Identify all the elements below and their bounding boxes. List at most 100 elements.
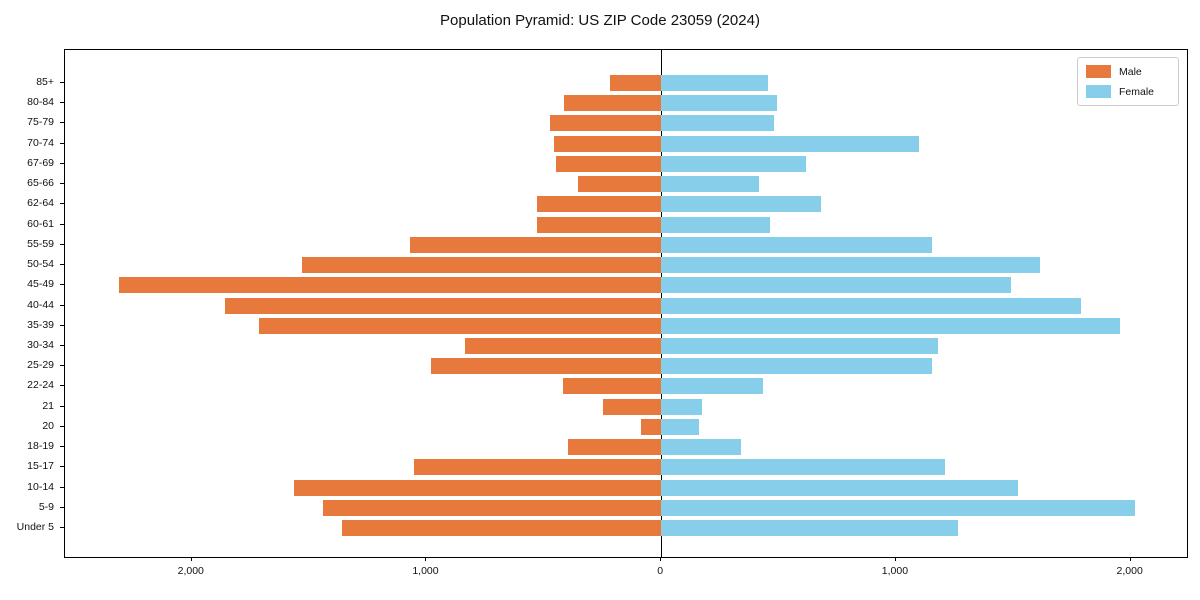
male-bar bbox=[224, 297, 662, 314]
male-bar bbox=[562, 378, 662, 395]
male-bar bbox=[323, 499, 662, 516]
male-bar bbox=[602, 398, 662, 415]
y-tick-label: 22-24 bbox=[27, 379, 54, 392]
female-bar bbox=[661, 418, 699, 435]
female-bar bbox=[661, 176, 759, 193]
male-bar bbox=[341, 520, 662, 536]
legend-male-label: Male bbox=[1118, 65, 1142, 78]
legend-item-female: Female bbox=[1085, 85, 1168, 98]
female-bar bbox=[661, 398, 703, 415]
y-tick-label: 75-79 bbox=[27, 116, 54, 129]
x-tick-label: 1,000 bbox=[881, 565, 909, 577]
plot-area: Male Female bbox=[64, 49, 1188, 558]
female-bar bbox=[661, 257, 1041, 274]
y-tick-mark bbox=[60, 162, 64, 164]
male-bar bbox=[536, 216, 662, 233]
y-tick-label: 30-34 bbox=[27, 338, 54, 351]
male-bar bbox=[563, 95, 662, 112]
y-tick-label: 40-44 bbox=[27, 298, 54, 311]
y-tick-mark bbox=[60, 304, 64, 306]
female-bar bbox=[661, 358, 933, 375]
y-tick-label: 70-74 bbox=[27, 136, 54, 149]
x-tick-label: 1,000 bbox=[412, 565, 439, 577]
y-tick-label: 10-14 bbox=[27, 480, 54, 493]
y-tick-mark bbox=[60, 385, 64, 387]
x-tick-mark bbox=[660, 557, 662, 561]
male-swatch-icon bbox=[1085, 65, 1111, 78]
y-tick-mark bbox=[60, 183, 64, 185]
x-tick-label: 0 bbox=[657, 565, 664, 577]
female-bar bbox=[661, 499, 1136, 516]
x-tick-mark bbox=[1129, 557, 1131, 561]
y-tick-mark bbox=[60, 142, 64, 144]
male-bar bbox=[410, 236, 662, 253]
male-bar bbox=[258, 317, 662, 334]
y-tick-label: 25-29 bbox=[27, 359, 54, 372]
female-bar bbox=[661, 297, 1082, 314]
x-tick-label: 2,000 bbox=[1116, 565, 1143, 577]
y-tick-label: 50-54 bbox=[27, 258, 54, 271]
female-bar bbox=[661, 216, 771, 233]
female-bar bbox=[661, 378, 764, 395]
y-tick-mark bbox=[60, 243, 64, 245]
y-tick-label: 15-17 bbox=[27, 460, 54, 473]
y-tick-label: 67-69 bbox=[27, 156, 54, 169]
y-tick-label: Under 5 bbox=[16, 521, 54, 533]
y-tick-label: 85+ bbox=[36, 76, 54, 88]
male-bar bbox=[609, 75, 662, 91]
y-tick-label: 18-19 bbox=[27, 440, 54, 453]
female-swatch-icon bbox=[1085, 85, 1111, 98]
x-tick-mark bbox=[894, 557, 896, 561]
y-tick-label: 45-49 bbox=[27, 278, 54, 291]
y-tick-label: 60-61 bbox=[27, 217, 54, 230]
y-tick-mark bbox=[60, 223, 64, 225]
male-bar bbox=[577, 176, 662, 193]
female-bar bbox=[661, 75, 768, 91]
y-tick-label: 5-9 bbox=[38, 500, 54, 513]
male-bar bbox=[568, 439, 662, 456]
male-bar bbox=[431, 358, 662, 375]
y-tick-mark bbox=[60, 284, 64, 286]
male-bar bbox=[293, 479, 662, 496]
female-bar bbox=[661, 479, 1018, 496]
y-tick-label: 35-39 bbox=[27, 318, 54, 331]
y-tick-mark bbox=[60, 466, 64, 468]
female-bar bbox=[661, 277, 1011, 294]
y-tick-mark bbox=[60, 102, 64, 104]
x-tick-mark bbox=[190, 557, 192, 561]
y-tick-label: 20 bbox=[42, 419, 54, 432]
male-bar bbox=[554, 135, 662, 152]
female-bar bbox=[661, 337, 939, 354]
male-bar bbox=[536, 196, 662, 213]
y-tick-label: 55-59 bbox=[27, 237, 54, 250]
female-bar bbox=[661, 135, 920, 152]
y-tick-mark bbox=[60, 82, 64, 83]
female-bar bbox=[661, 236, 933, 253]
female-bar bbox=[661, 459, 946, 476]
y-tick-mark bbox=[60, 425, 64, 427]
legend-female-label: Female bbox=[1118, 85, 1154, 98]
female-bar bbox=[661, 317, 1121, 334]
y-tick-mark bbox=[60, 486, 64, 488]
y-tick-label: 80-84 bbox=[27, 96, 54, 109]
male-bar bbox=[641, 418, 662, 435]
male-bar bbox=[549, 115, 662, 132]
chart-title: Population Pyramid: US ZIP Code 23059 (2… bbox=[440, 12, 760, 29]
y-tick-label: 21 bbox=[42, 399, 54, 412]
legend: Male Female bbox=[1076, 57, 1179, 106]
female-bar bbox=[661, 196, 821, 213]
y-tick-mark bbox=[60, 122, 64, 124]
male-bar bbox=[465, 337, 662, 354]
male-bar bbox=[555, 155, 662, 172]
female-bar bbox=[661, 439, 741, 456]
y-tick-label: 62-64 bbox=[27, 197, 54, 210]
female-bar bbox=[661, 95, 778, 112]
male-bar bbox=[302, 257, 662, 274]
y-tick-label: 65-66 bbox=[27, 177, 54, 190]
female-bar bbox=[661, 115, 774, 132]
y-tick-mark bbox=[60, 446, 64, 448]
y-tick-mark bbox=[60, 344, 64, 346]
y-tick-mark bbox=[60, 264, 64, 266]
y-tick-mark bbox=[60, 203, 64, 205]
